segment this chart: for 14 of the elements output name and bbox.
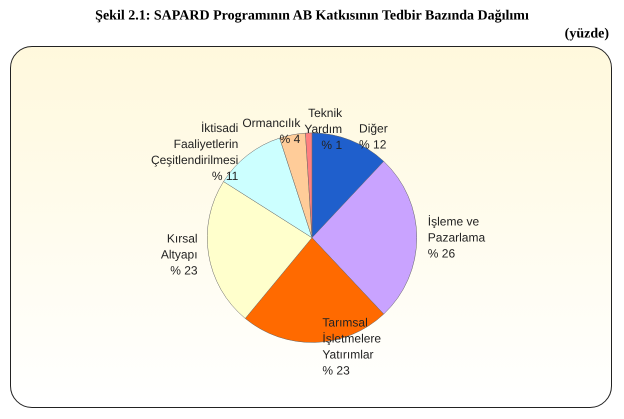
slice-label: Kırsal Altyapı [160, 232, 198, 262]
slice-label: Diğer [359, 122, 388, 136]
data-label: % 1 [321, 138, 342, 152]
data-label: % 26 [428, 246, 456, 261]
data-label: % 23 [322, 363, 350, 378]
slice-label: Teknik Yardım [304, 106, 344, 136]
data-label: % 23 [170, 264, 198, 278]
slice-label: İktisadi Faaliyetlerin Çeşitlendirilmesi [150, 120, 238, 167]
slice-label: Ormancılık [242, 116, 302, 130]
data-label: % 4 [280, 132, 301, 146]
text: (yüzde) [564, 26, 610, 42]
data-label: % 11 [212, 168, 239, 183]
slice-label: İşleme ve Pazarlama [428, 214, 486, 245]
chart-title: Şekil 2.1: SAPARD Programının AB Katkısının Tedbir Bazında Dağılımı [95, 8, 529, 24]
